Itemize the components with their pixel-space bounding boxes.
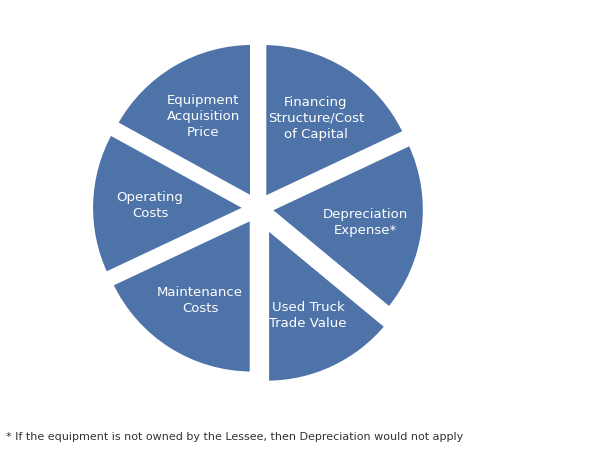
- Text: Equipment
Acquisition
Price: Equipment Acquisition Price: [166, 94, 239, 139]
- Text: Operating
Costs: Operating Costs: [116, 191, 184, 220]
- Wedge shape: [264, 44, 406, 200]
- Text: Financing
Structure/Cost
of Capital: Financing Structure/Cost of Capital: [268, 95, 364, 140]
- Wedge shape: [110, 218, 252, 374]
- Text: Maintenance
Costs: Maintenance Costs: [157, 285, 243, 314]
- Wedge shape: [269, 144, 425, 310]
- Text: Depreciation
Expense*: Depreciation Expense*: [322, 208, 407, 237]
- Wedge shape: [91, 133, 247, 275]
- Wedge shape: [115, 44, 253, 200]
- Wedge shape: [266, 227, 387, 383]
- Text: * If the equipment is not owned by the Lessee, then Depreciation would not apply: * If the equipment is not owned by the L…: [6, 431, 463, 441]
- Text: Used Truck
Trade Value: Used Truck Trade Value: [269, 300, 347, 329]
